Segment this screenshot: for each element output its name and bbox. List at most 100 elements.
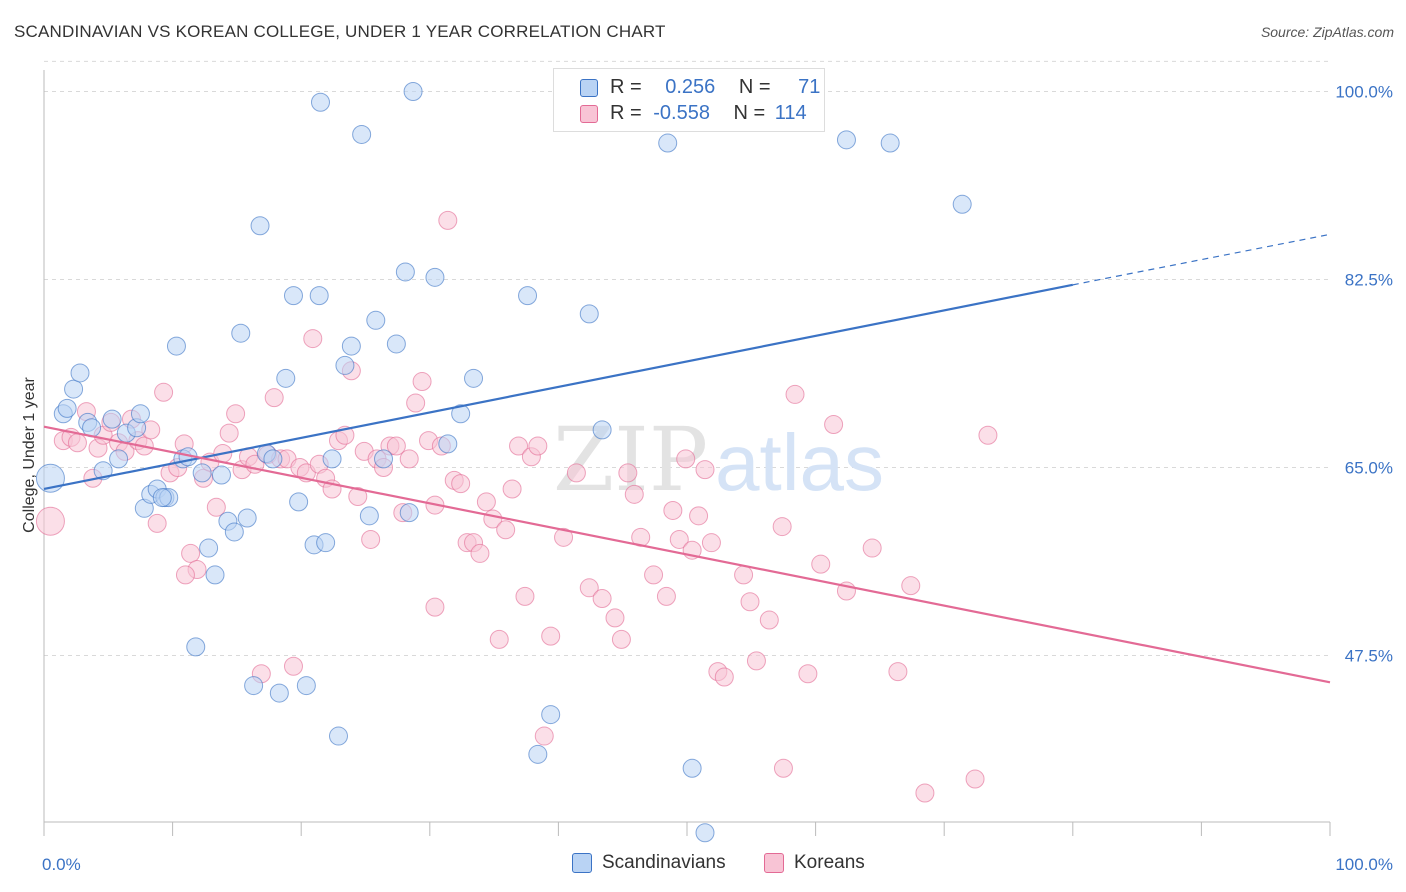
scandinavian-point (237, 508, 257, 528)
korean-point (451, 474, 471, 494)
korean-point (579, 578, 599, 598)
korean-point (534, 726, 554, 746)
scandinavian-point (199, 538, 219, 558)
scandinavian-point (451, 404, 471, 424)
korean-point (206, 497, 226, 517)
korean-point (888, 662, 908, 682)
korean-point (695, 460, 715, 480)
korean-point (734, 565, 754, 585)
scandinavian-point (359, 506, 379, 526)
scandinavian-point (322, 449, 342, 469)
scandinavian-point (64, 379, 84, 399)
scandinavian-point (335, 355, 355, 375)
trend-lines (43, 233, 1331, 684)
watermark-atlas: atlas (715, 418, 884, 507)
korean-point (181, 543, 201, 563)
korean-point (701, 533, 721, 553)
scandinavian-point (399, 503, 419, 523)
korean-point (303, 329, 323, 349)
legend-r-value: 0.256 (665, 76, 716, 98)
korean-point (502, 479, 522, 499)
korean-point (773, 758, 793, 778)
legend-r-label: R = (610, 76, 642, 98)
source-label: Source: ZipAtlas.com (1260, 24, 1394, 40)
scandinavian-point (403, 81, 423, 101)
scandinavian-point (952, 194, 972, 214)
scandinavian-trend-line (43, 283, 1074, 491)
korean-point (759, 610, 779, 630)
korean-point (663, 500, 683, 520)
korean-point (489, 629, 509, 649)
korean-point (154, 382, 174, 402)
scandinavian-point (192, 463, 212, 483)
korean-point (425, 597, 445, 617)
korean-point (965, 769, 985, 789)
korean-point (386, 436, 406, 456)
x-tick-label: 100.0% (1335, 855, 1393, 874)
y-tick-label: 100.0% (1335, 82, 1393, 101)
scandinavian-point (296, 676, 316, 696)
korean-point (509, 436, 529, 456)
scandinavian-point (309, 286, 329, 306)
scandinavian-point (109, 449, 129, 469)
scandinavian-point (579, 304, 599, 324)
korean-point (147, 513, 167, 533)
korean-point (669, 529, 689, 549)
watermark: ZIP atlas (553, 408, 884, 511)
legend-swatch-blue (580, 79, 598, 97)
scandinavian-point (224, 522, 244, 542)
correlation-legend: R = 0.256 N = 71 R = -0.558 N = 114 (553, 68, 825, 132)
axes (43, 70, 1331, 836)
korean-point (496, 520, 516, 540)
scandinavian-point (464, 368, 484, 388)
scandinavian-point (205, 565, 225, 585)
korean-point (689, 506, 709, 526)
scandinavian-point (57, 398, 77, 418)
korean-point (915, 783, 935, 803)
bottom-swatch-pink (764, 853, 784, 873)
korean-point (772, 517, 792, 537)
korean-point (219, 423, 239, 443)
scandinavian-point (836, 130, 856, 150)
scandinavian-point (130, 404, 150, 424)
korean-point (811, 554, 831, 574)
scandinavian-point (152, 488, 172, 508)
scandinavian-point (269, 683, 289, 703)
legend-n-value: 114 (774, 102, 807, 124)
korean-point (399, 449, 419, 469)
korean-point (676, 449, 696, 469)
korean-point (361, 529, 381, 549)
scandinavian-point (166, 336, 186, 356)
scandinavian-point (880, 133, 900, 153)
scandinavian-point (70, 363, 90, 383)
scandinavian-point (658, 133, 678, 153)
legend-n-value: 71 (798, 76, 821, 98)
korean-trend-line (43, 425, 1331, 684)
scandinavian-point (438, 434, 458, 454)
scandinavian-point (263, 449, 283, 469)
tick-labels: 47.5% 65.0% 82.5% 100.0% 0.0% 100.0% (42, 82, 1393, 874)
korean-point (798, 664, 818, 684)
korean-point (67, 433, 87, 453)
korean-point (618, 463, 638, 483)
korean-point (264, 388, 284, 408)
scandinavian-point (244, 676, 264, 696)
scandinavian-point (231, 323, 251, 343)
korean-point (624, 484, 644, 504)
scandinavian-point (425, 267, 445, 287)
korean-point (740, 592, 760, 612)
scandinavian-trend-extension (1072, 233, 1331, 286)
scandinavian-point (310, 92, 330, 112)
korean-point (283, 656, 303, 676)
korean-point (566, 463, 586, 483)
scandinavian-point (528, 744, 548, 764)
korean-point (554, 527, 574, 547)
scandinavian-point (695, 823, 715, 843)
korean-point (862, 538, 882, 558)
scandinavian-point (592, 420, 612, 440)
scandinavian-point (518, 286, 538, 306)
y-axis-title: College, Under 1 year (21, 377, 38, 533)
korean-point (785, 384, 805, 404)
y-tick-label: 47.5% (1345, 646, 1393, 665)
